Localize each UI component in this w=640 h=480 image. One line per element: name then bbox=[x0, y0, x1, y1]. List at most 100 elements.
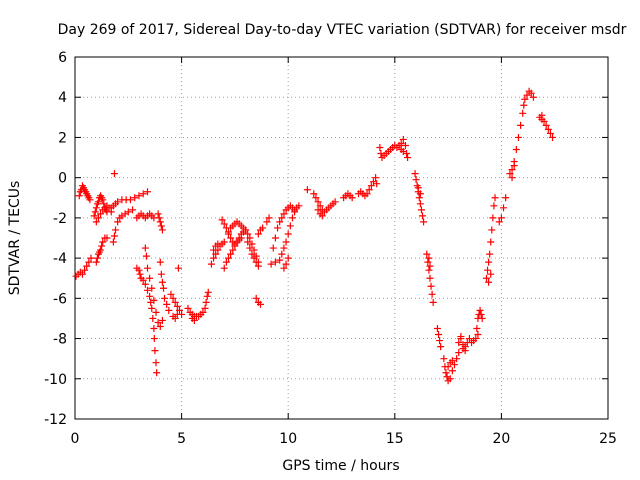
data-point bbox=[549, 133, 557, 141]
data-point bbox=[246, 234, 254, 242]
data-point bbox=[156, 322, 164, 330]
data-point bbox=[139, 276, 147, 284]
data-point bbox=[286, 222, 294, 230]
data-point bbox=[171, 298, 179, 306]
data-point bbox=[417, 206, 425, 214]
data-point bbox=[135, 266, 143, 274]
data-point bbox=[473, 325, 481, 332]
data-point bbox=[412, 176, 420, 184]
data-point bbox=[99, 238, 107, 246]
data-point bbox=[90, 212, 98, 220]
data-point bbox=[218, 216, 226, 224]
data-point bbox=[314, 198, 322, 206]
data-point bbox=[474, 331, 482, 339]
data-point bbox=[161, 294, 169, 302]
data-point bbox=[97, 246, 105, 254]
data-point bbox=[278, 250, 286, 258]
data-point bbox=[156, 218, 164, 226]
data-point bbox=[280, 210, 288, 218]
data-point bbox=[246, 244, 254, 252]
data-point bbox=[233, 238, 241, 246]
data-point bbox=[424, 258, 432, 266]
data-point bbox=[401, 141, 409, 149]
data-point bbox=[252, 258, 260, 266]
data-point bbox=[99, 196, 107, 204]
y-axis: -12 -10 -8 -6 -4 -2 0 2 4 6 bbox=[44, 50, 608, 428]
data-point bbox=[542, 121, 550, 129]
data-point bbox=[149, 314, 157, 322]
data-point bbox=[314, 206, 322, 214]
data-point bbox=[497, 214, 505, 222]
data-point bbox=[482, 274, 490, 282]
data-point bbox=[303, 186, 311, 194]
data-point bbox=[210, 254, 218, 262]
y-tick-label: -8 bbox=[53, 332, 67, 348]
data-point bbox=[284, 230, 292, 238]
data-point bbox=[165, 306, 173, 314]
data-point bbox=[152, 308, 160, 316]
data-point bbox=[490, 202, 498, 210]
data-point bbox=[478, 314, 486, 322]
data-point bbox=[521, 95, 529, 103]
data-point bbox=[159, 284, 167, 292]
data-point bbox=[91, 208, 99, 216]
data-point bbox=[173, 302, 181, 310]
data-point bbox=[291, 208, 299, 216]
x-tick-label: 5 bbox=[177, 431, 186, 447]
data-point bbox=[78, 270, 86, 278]
data-point bbox=[502, 194, 510, 202]
data-point bbox=[427, 282, 435, 290]
data-point bbox=[419, 212, 427, 220]
data-point bbox=[225, 228, 233, 236]
data-point bbox=[465, 335, 473, 343]
data-point bbox=[429, 298, 437, 306]
data-point bbox=[235, 234, 243, 242]
data-point bbox=[220, 238, 228, 246]
data-point bbox=[155, 214, 163, 222]
data-point bbox=[248, 250, 256, 258]
data-point bbox=[489, 214, 497, 222]
data-point bbox=[93, 254, 101, 262]
data-point bbox=[348, 194, 356, 202]
data-point bbox=[487, 270, 495, 278]
data-point bbox=[109, 238, 117, 246]
data-point bbox=[433, 325, 441, 332]
data-point bbox=[440, 355, 448, 363]
data-point bbox=[540, 117, 548, 125]
data-point bbox=[146, 292, 154, 300]
data-point bbox=[367, 182, 375, 190]
data-point bbox=[376, 144, 384, 151]
x-axis-label: GPS time / hours bbox=[282, 458, 399, 474]
data-point bbox=[148, 284, 156, 292]
data-point bbox=[227, 234, 235, 242]
data-point bbox=[527, 89, 535, 97]
data-point bbox=[437, 343, 445, 351]
data-point bbox=[399, 135, 407, 143]
data-point bbox=[153, 369, 161, 377]
data-point bbox=[75, 192, 83, 200]
data-point bbox=[248, 240, 256, 248]
data-point bbox=[207, 260, 215, 268]
data-point bbox=[282, 260, 290, 268]
data-point bbox=[157, 222, 165, 230]
y-tick-label: -4 bbox=[53, 251, 67, 267]
data-point bbox=[472, 335, 480, 343]
data-point bbox=[97, 210, 105, 218]
data-point bbox=[282, 238, 290, 246]
data-point bbox=[142, 252, 150, 260]
data-point bbox=[212, 250, 220, 258]
data-point bbox=[143, 188, 151, 196]
data-point bbox=[416, 190, 424, 198]
data-point bbox=[426, 274, 434, 282]
data-point bbox=[416, 200, 424, 208]
data-point bbox=[146, 274, 154, 282]
data-point bbox=[135, 192, 143, 200]
data-point bbox=[459, 345, 467, 353]
data-point bbox=[110, 170, 118, 178]
data-point bbox=[444, 363, 452, 371]
data-point bbox=[94, 214, 102, 222]
data-point bbox=[85, 258, 93, 266]
data-point bbox=[202, 298, 210, 306]
data-point bbox=[508, 166, 516, 174]
data-point bbox=[86, 196, 94, 204]
